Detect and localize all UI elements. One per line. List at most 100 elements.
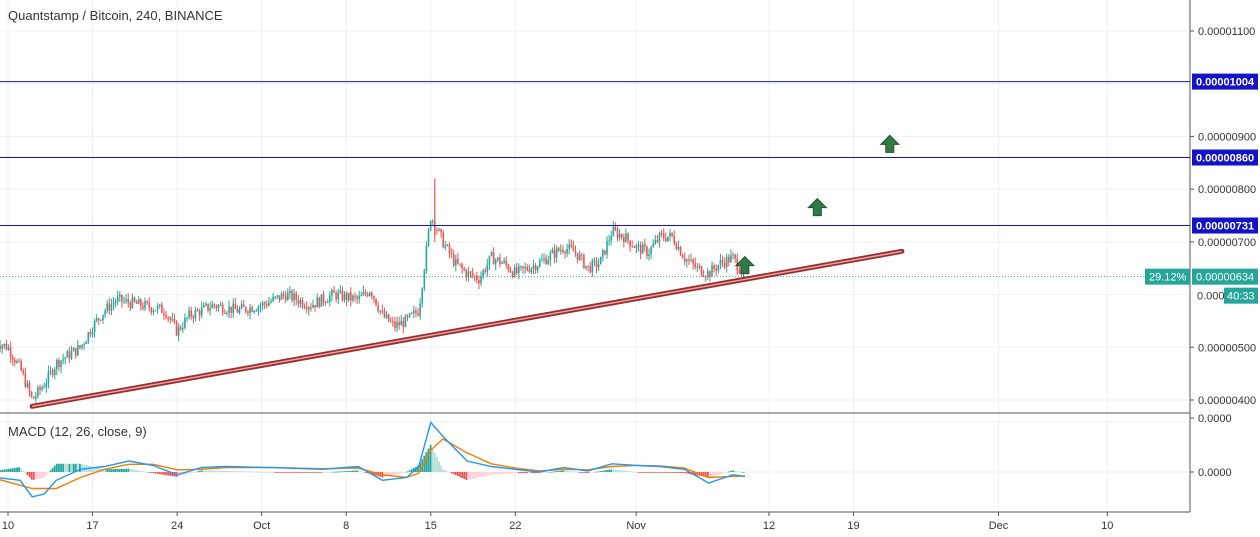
candle-body [213, 304, 216, 306]
histogram-bar [740, 471, 743, 473]
histogram-bar [496, 472, 499, 475]
histogram-bar [154, 472, 157, 474]
candle-body [173, 318, 176, 322]
histogram-bar [450, 472, 453, 474]
candle-body [381, 310, 384, 312]
histogram-bar [473, 472, 476, 479]
histogram-bar [320, 472, 323, 473]
histogram-bar [326, 472, 329, 473]
candle-body [249, 307, 251, 314]
histogram-bar [629, 471, 632, 473]
grid [0, 0, 1190, 512]
histogram-bar [709, 472, 711, 478]
histogram-bar [400, 472, 403, 474]
candle-body [137, 299, 140, 304]
candle-body [675, 243, 678, 250]
histogram-bar [717, 472, 720, 475]
candle-body [591, 260, 594, 273]
candle-body [713, 265, 715, 269]
candle-body [131, 297, 134, 309]
candle-body [194, 310, 197, 319]
histogram-bar [72, 463, 75, 472]
candle-body [667, 236, 669, 241]
last-price-label-bg [1192, 268, 1258, 285]
histogram-bar [169, 472, 172, 476]
histogram-bar [310, 472, 312, 473]
candle-body [152, 310, 155, 313]
candle-body [469, 271, 472, 273]
histogram-bar [532, 472, 535, 474]
candle-body [26, 383, 29, 387]
candle-body [280, 293, 283, 300]
change-label-bg [1145, 268, 1190, 285]
candle-body [633, 246, 636, 248]
candle-body [648, 254, 650, 256]
histogram-bar [675, 472, 678, 473]
candle-body [266, 304, 268, 306]
histogram-bar [685, 472, 688, 474]
histogram-bar [93, 466, 96, 472]
candle-body [331, 290, 333, 296]
countdown-label: 40:33 [1227, 291, 1255, 303]
histogram-bar [683, 472, 686, 474]
histogram-bar [713, 472, 716, 476]
candle-body [28, 383, 31, 392]
candle-body [530, 268, 533, 273]
histogram-bar [354, 470, 356, 472]
histogram-bar [673, 472, 676, 473]
x-tick-label: 10 [1101, 520, 1113, 532]
histogram-bar [723, 472, 726, 473]
candle-body [211, 304, 214, 309]
candle-body [81, 344, 83, 348]
histogram-bar [303, 472, 306, 473]
histogram-bar [484, 472, 487, 477]
candle-body [333, 290, 335, 293]
histogram-bar [66, 463, 69, 472]
histogram-bar [557, 470, 560, 472]
histogram-bar [251, 471, 254, 473]
candle-body [295, 293, 298, 301]
candle-body [431, 220, 434, 222]
candle-body [310, 307, 312, 309]
histogram-bar [576, 471, 579, 473]
candle-body [127, 298, 130, 304]
histogram-bar [47, 472, 50, 473]
candle-body [142, 306, 144, 309]
histogram-bar [215, 470, 218, 472]
histogram-bar [545, 472, 548, 473]
candle-body [444, 245, 447, 248]
candle-body [200, 307, 203, 316]
candle-body [488, 255, 491, 265]
x-tick-label: 15 [425, 520, 437, 532]
candle-body [419, 303, 421, 316]
candle-body [730, 255, 732, 263]
macd-y-tick-label: 0.0000 [1198, 467, 1232, 479]
candle-body [30, 391, 33, 397]
candle-body [543, 258, 545, 260]
histogram-bar [152, 472, 155, 474]
candle-body [291, 290, 293, 301]
last-price-label: 0.00000634 [1196, 272, 1254, 284]
candle-body [119, 294, 121, 297]
histogram-bar [396, 472, 398, 475]
horizontal-level-label-bg [1192, 73, 1258, 90]
candle-body [308, 307, 310, 310]
candle-body [24, 373, 27, 387]
candle-body [186, 317, 188, 319]
histogram-bar [587, 472, 590, 474]
candle-body [261, 302, 264, 306]
candle-body [612, 227, 615, 237]
histogram-bar [517, 472, 520, 474]
candle-body [347, 292, 350, 301]
candle-body [53, 369, 56, 376]
candle-body [337, 292, 340, 300]
candle-body [545, 258, 547, 265]
histogram-bar [137, 470, 140, 472]
candle-body [60, 360, 62, 368]
candle-body [452, 254, 455, 266]
candle-body [114, 301, 117, 304]
histogram-bar [13, 467, 16, 472]
histogram-bar [286, 472, 289, 473]
candle-body [725, 256, 728, 267]
